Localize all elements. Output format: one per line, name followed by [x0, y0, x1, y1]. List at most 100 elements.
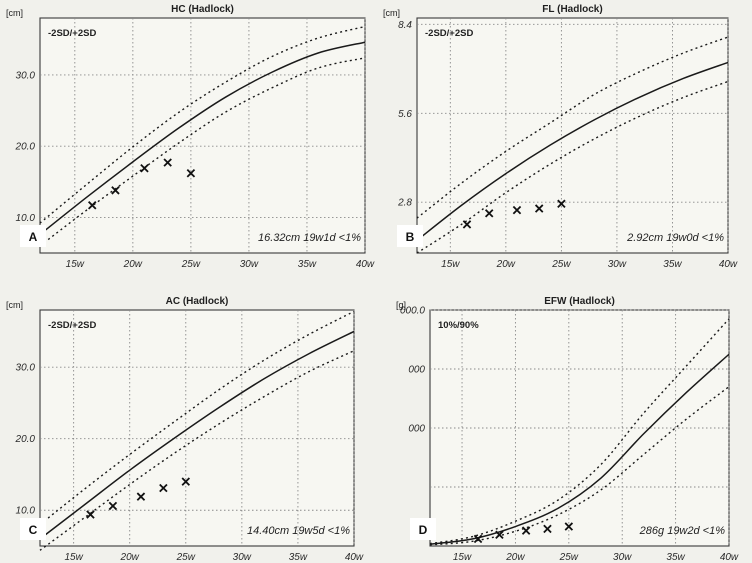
series-line-90	[429, 318, 730, 545]
plot-frame	[39, 309, 355, 547]
measurement-marker	[159, 483, 168, 493]
panel-c: 15w 20w 25w 30w 35w 40w 10.0 20.0 30.0 AC (Hadloc…	[6, 296, 364, 563]
measurement-marker	[557, 199, 566, 209]
measurement-marker	[136, 492, 146, 501]
marker-stroke	[140, 164, 149, 173]
measurement-marker	[462, 220, 472, 229]
x-tick-label: 30w	[233, 552, 252, 563]
y-tick-label: 000	[408, 365, 425, 376]
y-tick-label: 000	[408, 424, 425, 435]
x-tick-label: 15w	[66, 259, 85, 270]
marker-stroke	[564, 522, 574, 531]
x-tick-label: 40w	[356, 259, 375, 270]
x-tick-label: 20w	[505, 552, 525, 563]
panel-letter: D	[419, 523, 428, 537]
marker-stroke	[108, 501, 118, 511]
y-unit-label: [cm]	[6, 300, 23, 310]
series-line-mean	[416, 61, 729, 241]
x-tick-label: 25w	[551, 259, 571, 270]
series-line-mean	[39, 41, 366, 236]
measurement-marker	[181, 477, 191, 486]
measurement-marker	[484, 209, 494, 218]
measurement-marker	[108, 501, 118, 511]
measurement-marker	[186, 169, 196, 178]
measurement-marker	[564, 522, 574, 531]
y-unit-label: [cm]	[383, 8, 400, 18]
series-line-mean	[39, 330, 355, 540]
y-tick-label: 20.0	[15, 434, 36, 445]
y-tick-label: 8.4	[398, 20, 412, 31]
legend-label: 10%/90%	[438, 320, 479, 331]
measurement-marker	[543, 524, 552, 534]
marker-stroke	[557, 199, 566, 209]
y-tick-label: 30.0	[16, 363, 36, 374]
x-tick-label: 35w	[298, 259, 317, 270]
measurement-result: 16.32cm 19w1d <1%	[258, 232, 361, 244]
x-tick-label: 40w	[345, 552, 364, 563]
measurement-marker	[140, 164, 149, 173]
plot-frame	[416, 17, 729, 254]
measurement-marker	[473, 534, 483, 544]
panel-letter-badge	[410, 518, 436, 540]
x-tick-label: 15w	[453, 552, 472, 563]
measurement-marker	[111, 186, 120, 195]
x-tick-label: 20w	[120, 552, 140, 563]
x-tick-label: 35w	[666, 552, 685, 563]
marker-stroke	[159, 483, 168, 493]
chart-title: FL (Hadlock)	[542, 4, 602, 15]
legend-label: -2SD/+2SD	[425, 28, 473, 39]
legend-label: -2SD/+2SD	[48, 28, 96, 39]
panel-letter-badge	[20, 518, 46, 540]
y-tick-label: 10.0	[16, 213, 36, 224]
panel-letter: C	[29, 523, 38, 537]
marker-stroke	[495, 530, 504, 540]
marker-stroke	[534, 204, 544, 213]
y-tick-label: 000.0	[400, 306, 425, 317]
legend-label: -2SD/+2SD	[48, 320, 96, 331]
x-tick-label: 25w	[176, 552, 196, 563]
measurement-result: 2.92cm 19w0d <1%	[626, 232, 724, 244]
x-tick-label: 15w	[64, 552, 83, 563]
marker-stroke	[186, 169, 196, 178]
measurement-result: 14.40cm 19w5d <1%	[247, 525, 350, 537]
marker-stroke	[473, 534, 483, 544]
panel-letter: A	[29, 230, 38, 244]
plot-frame	[39, 17, 366, 254]
y-unit-label: [cm]	[6, 8, 23, 18]
series-line-10	[429, 386, 730, 546]
chart-title: AC (Hadlock)	[166, 296, 229, 307]
marker-stroke	[87, 201, 97, 210]
marker-stroke	[86, 510, 95, 519]
panel-b: 15w 20w 25w 30w 35w 40w 2.8 5.6 8.4 FL (Hadlock) […	[383, 4, 738, 270]
y-tick-label: 10.0	[16, 506, 36, 517]
panel-a: 15w 20w 25w 30w 35w 40w 10.0 20.0 30.0 HC (Hadloc…	[6, 4, 375, 270]
y-tick-label: 20.0	[15, 142, 36, 153]
measurement-result: 286g 19w2d <1%	[639, 525, 726, 537]
measurement-marker	[87, 201, 97, 210]
measurement-marker	[495, 530, 504, 540]
marker-stroke	[543, 524, 552, 534]
measurement-marker	[534, 204, 544, 213]
chart-title: EFW (Hadlock)	[544, 296, 615, 307]
measurement-marker	[163, 158, 172, 167]
series-line-2sd	[39, 350, 355, 551]
panel-d: 15w 20w 25w 30w 35w 40w 000 000 000.0 EFW (Hadloc…	[396, 296, 739, 563]
measurement-marker	[512, 205, 522, 215]
x-tick-label: 35w	[289, 552, 308, 563]
marker-stroke	[181, 477, 191, 486]
x-tick-label: 25w	[181, 259, 201, 270]
measurement-marker	[86, 510, 95, 519]
marker-stroke	[484, 209, 494, 218]
x-tick-label: 20w	[496, 259, 516, 270]
x-tick-label: 30w	[240, 259, 259, 270]
x-tick-label: 40w	[719, 259, 738, 270]
x-tick-label: 30w	[608, 259, 627, 270]
x-tick-label: 25w	[559, 552, 579, 563]
y-tick-label: 2.8	[397, 198, 412, 209]
panel-letter-badge	[397, 225, 423, 247]
y-tick-label: 30.0	[16, 70, 36, 81]
marker-stroke	[512, 205, 522, 215]
measurement-marker	[521, 526, 531, 535]
